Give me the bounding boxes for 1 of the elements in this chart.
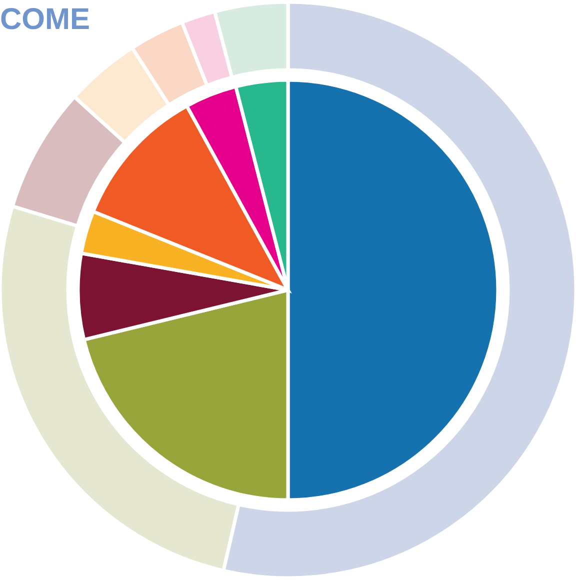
chart-title: COME [0,3,90,36]
